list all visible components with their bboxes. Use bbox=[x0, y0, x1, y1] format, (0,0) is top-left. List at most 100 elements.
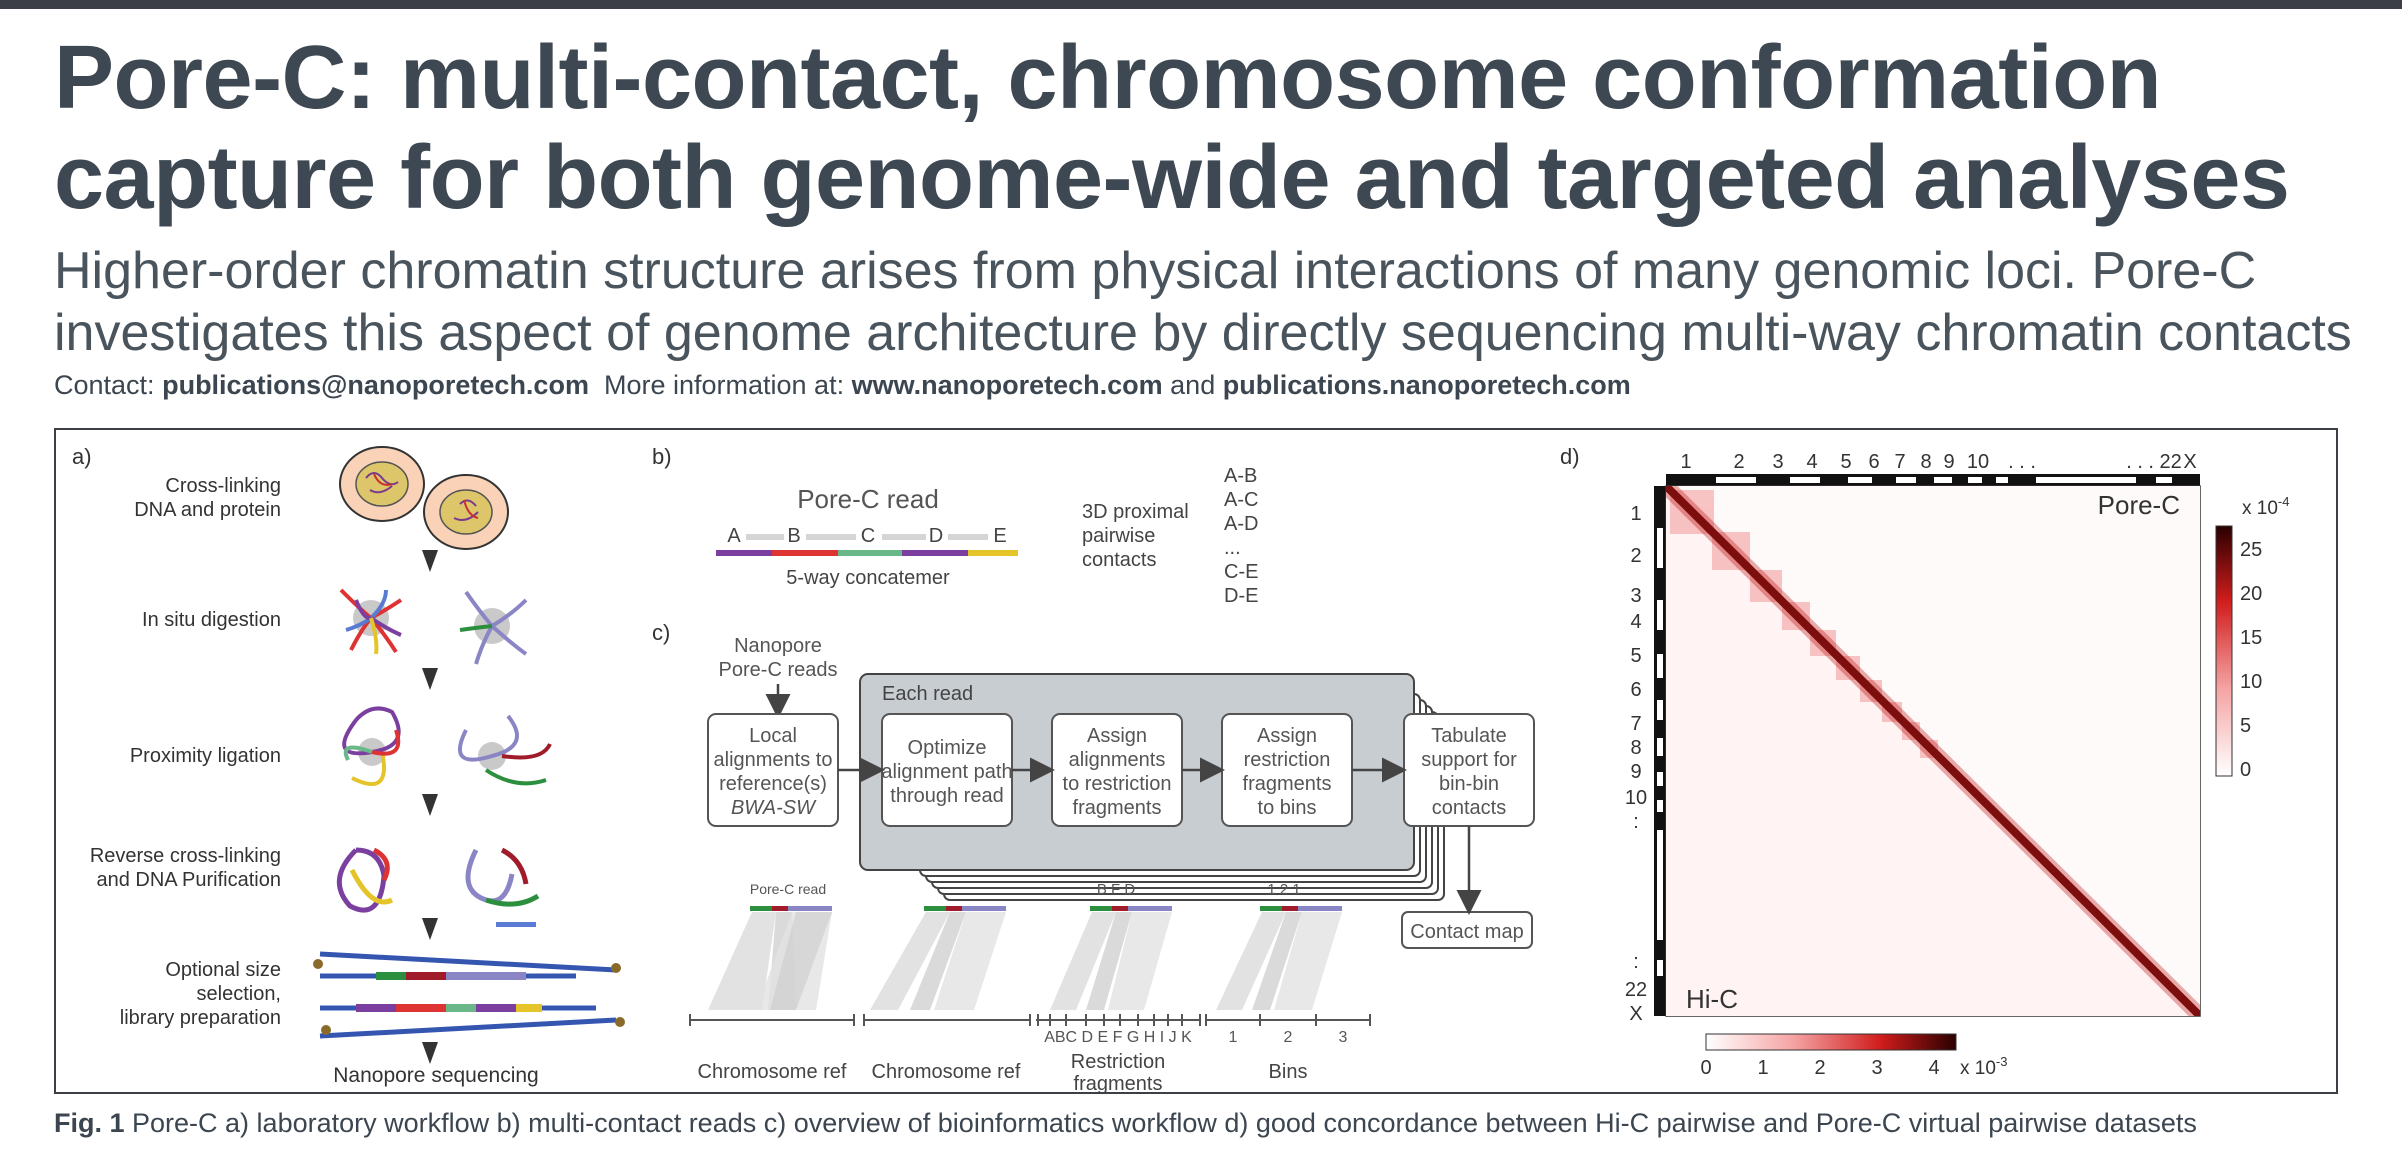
hi-c-scale-label: x 10-3 bbox=[1960, 1054, 2007, 1079]
svg-text:X: X bbox=[1629, 1003, 1642, 1025]
svg-text:contacts: contacts bbox=[1432, 797, 1506, 819]
svg-text:9: 9 bbox=[1630, 761, 1641, 783]
svg-text:alignment path: alignment path bbox=[881, 761, 1012, 783]
pair-item: A-C bbox=[1224, 489, 1258, 511]
svg-text:3: 3 bbox=[1630, 585, 1641, 607]
contacts-line3: contacts bbox=[1082, 549, 1156, 571]
bin-tick: 3 bbox=[1339, 1029, 1348, 1046]
reference-fragment-letters: ABC D E F G H I J K bbox=[1044, 1029, 1192, 1046]
svg-text:alignments to: alignments to bbox=[714, 749, 833, 771]
svg-text:alignments: alignments bbox=[1069, 749, 1166, 771]
cell-illustration bbox=[339, 446, 509, 550]
svg-text:5: 5 bbox=[1840, 451, 1851, 473]
svg-text:6: 6 bbox=[1630, 679, 1641, 701]
svg-text:5: 5 bbox=[1630, 645, 1641, 667]
pore-c-read-title: Pore-C read bbox=[797, 484, 939, 514]
workflow-arrows bbox=[422, 550, 438, 1064]
panel-a: a) Cross-linking DNA and protein In situ… bbox=[72, 444, 625, 1087]
poster-title: Pore-C: multi-contact, chromosome confor… bbox=[54, 28, 2290, 228]
figure-frame: a) Cross-linking DNA and protein In situ… bbox=[54, 428, 2338, 1095]
pore-c-colorbar bbox=[2215, 525, 2233, 777]
pore-c-map-label: Pore-C bbox=[2098, 490, 2180, 520]
svg-text::: : bbox=[1633, 951, 1639, 973]
ligation-illustration bbox=[342, 706, 552, 786]
svg-text:4: 4 bbox=[1630, 611, 1641, 633]
svg-text:10: 10 bbox=[2240, 671, 2262, 693]
input-reads-line2: Pore-C reads bbox=[719, 659, 838, 681]
svg-text:Tabulate: Tabulate bbox=[1431, 725, 1507, 747]
svg-text:9: 9 bbox=[1943, 451, 1954, 473]
svg-text:restriction: restriction bbox=[1244, 749, 1331, 771]
svg-text:reference(s): reference(s) bbox=[719, 773, 827, 795]
svg-text:4: 4 bbox=[1806, 451, 1817, 473]
svg-text:5: 5 bbox=[2240, 715, 2251, 737]
each-read-label: Each read bbox=[882, 683, 973, 705]
svg-text:1: 1 bbox=[1630, 503, 1641, 525]
step-crosslinking-line2: DNA and protein bbox=[134, 499, 281, 521]
svg-text:22: 22 bbox=[1625, 979, 1647, 1001]
input-reads-line1: Nanopore bbox=[734, 635, 822, 657]
svg-text:fragments: fragments bbox=[1073, 797, 1162, 819]
svg-text:1: 1 bbox=[1680, 451, 1691, 473]
segment-e: E bbox=[993, 525, 1006, 547]
svg-text:support for: support for bbox=[1421, 749, 1517, 771]
figure-number: Fig. 1 bbox=[54, 1108, 125, 1138]
svg-text:6: 6 bbox=[1868, 451, 1879, 473]
svg-text:through read: through read bbox=[890, 785, 1003, 807]
hi-c-colorbar bbox=[1705, 1033, 1957, 1051]
step-sequencing: Nanopore sequencing bbox=[333, 1064, 539, 1087]
svg-text:8: 8 bbox=[1920, 451, 1931, 473]
panel-b: b) Pore-C read A B C D E 5-way concateme… bbox=[652, 444, 1258, 607]
segment-a: A bbox=[727, 525, 741, 547]
svg-text:Assign: Assign bbox=[1257, 725, 1317, 747]
segment-d: D bbox=[929, 525, 943, 547]
contacts-line1: 3D proximal bbox=[1082, 501, 1189, 523]
step-ligation: Proximity ligation bbox=[130, 745, 281, 767]
step-sizesel-line3: library preparation bbox=[120, 1007, 281, 1029]
svg-text:1: 1 bbox=[1757, 1057, 1768, 1079]
contact-map-label: Contact map bbox=[1410, 921, 1523, 943]
top-bar bbox=[0, 0, 2402, 9]
bin-tick: 1 bbox=[1229, 1029, 1238, 1046]
svg-text:10: 10 bbox=[1625, 787, 1647, 809]
pair-item: A-B bbox=[1224, 465, 1257, 487]
heatmap-content bbox=[1666, 486, 2200, 1016]
svg-text:bin-bin: bin-bin bbox=[1439, 773, 1499, 795]
publications-link: publications.nanoporetech.com bbox=[1222, 370, 1631, 400]
panel-d: d) 1 2 3 bbox=[1560, 444, 2289, 1079]
svg-text:0: 0 bbox=[1700, 1057, 1711, 1079]
svg-text:15: 15 bbox=[2240, 627, 2262, 649]
figure-caption: Fig. 1 Pore-C a) laboratory workflow b) … bbox=[54, 1108, 2197, 1138]
svg-text:4: 4 bbox=[1928, 1057, 1939, 1079]
step-sizesel-line2: selection, bbox=[197, 983, 282, 1005]
svg-text:7: 7 bbox=[1894, 451, 1905, 473]
svg-text:to restriction: to restriction bbox=[1063, 773, 1172, 795]
step-reverse-line2: and DNA Purification bbox=[96, 869, 281, 891]
panel-c: c) Nanopore Pore-C reads Each read Local bbox=[652, 620, 1535, 1095]
svg-text:3: 3 bbox=[1772, 451, 1783, 473]
restriction-fragments-line1: Restriction bbox=[1071, 1051, 1165, 1073]
mini-read-label: Pore-C read bbox=[750, 881, 826, 897]
svg-text:10: 10 bbox=[1967, 451, 1989, 473]
step-reverse-line1: Reverse cross-linking bbox=[90, 845, 281, 867]
segment-b: B bbox=[787, 525, 800, 547]
step-crosslinking-line1: Cross-linking bbox=[165, 475, 281, 497]
panel-b-label: b) bbox=[652, 444, 672, 469]
alignment-illustration bbox=[689, 906, 1371, 1026]
concatemer-bar bbox=[716, 534, 1018, 556]
chromosome-ref-label-2: Chromosome ref bbox=[872, 1061, 1021, 1083]
svg-text:3: 3 bbox=[1871, 1057, 1882, 1079]
svg-text:to bins: to bins bbox=[1258, 797, 1317, 819]
svg-text:2: 2 bbox=[1814, 1057, 1825, 1079]
panel-d-label: d) bbox=[1560, 444, 1580, 469]
segment-c: C bbox=[861, 525, 875, 547]
svg-text:BWA-SW: BWA-SW bbox=[731, 797, 817, 819]
figure-1: a) Cross-linking DNA and protein In situ… bbox=[72, 444, 2289, 1095]
panel-a-label: a) bbox=[72, 444, 92, 469]
hi-c-map-label: Hi-C bbox=[1686, 984, 1738, 1014]
pair-item: C-E bbox=[1224, 561, 1258, 583]
bin-tick: 2 bbox=[1284, 1029, 1293, 1046]
svg-text:8: 8 bbox=[1630, 737, 1641, 759]
contacts-line2: pairwise bbox=[1082, 525, 1155, 547]
bins-label: Bins bbox=[1269, 1061, 1308, 1083]
